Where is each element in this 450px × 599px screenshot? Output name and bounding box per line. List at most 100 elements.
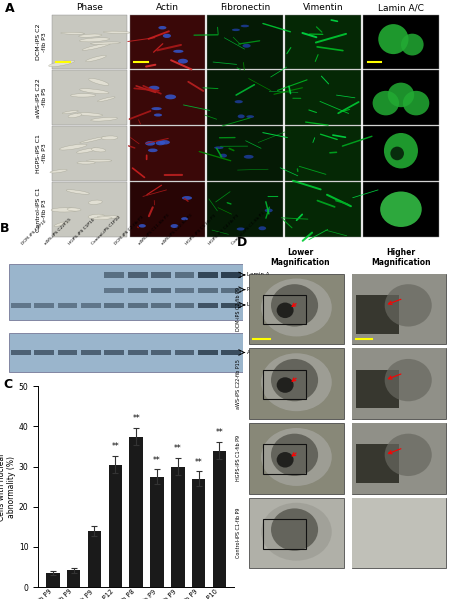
Text: aWS-iPS C22-fib P15: aWS-iPS C22-fib P15 (236, 359, 241, 409)
Ellipse shape (151, 107, 162, 110)
Ellipse shape (261, 503, 332, 561)
Bar (352, 274, 446, 344)
Y-axis label: Cells with nuclear
abnormality (%): Cells with nuclear abnormality (%) (0, 452, 16, 521)
Ellipse shape (88, 200, 102, 204)
Bar (128, 350, 148, 355)
Ellipse shape (271, 434, 318, 476)
Ellipse shape (54, 221, 70, 226)
Text: C: C (3, 379, 12, 391)
Bar (34, 350, 54, 355)
Bar (352, 274, 446, 344)
Bar (58, 350, 77, 355)
Bar (352, 498, 446, 568)
Ellipse shape (103, 31, 131, 34)
Ellipse shape (261, 428, 332, 486)
Ellipse shape (51, 208, 78, 212)
Ellipse shape (80, 38, 110, 42)
Text: DCM-iPS C2-fib P3: DCM-iPS C2-fib P3 (114, 215, 145, 246)
Text: Higher
Magnification: Higher Magnification (371, 248, 431, 267)
Bar (363, 70, 439, 125)
Bar (192, 479, 205, 587)
Text: Control-iPS C1P10: Control-iPS C1P10 (91, 215, 122, 246)
Bar (46, 573, 59, 587)
Text: Vimentin: Vimentin (303, 3, 343, 12)
Ellipse shape (220, 154, 227, 158)
Bar (352, 349, 446, 419)
Bar (221, 288, 241, 292)
Bar (363, 14, 439, 69)
Text: **: ** (216, 428, 223, 437)
Ellipse shape (378, 24, 409, 54)
Ellipse shape (271, 359, 318, 401)
Bar (130, 70, 205, 125)
Bar (221, 350, 241, 355)
Ellipse shape (181, 217, 188, 220)
Bar (352, 423, 446, 494)
Bar (356, 370, 399, 409)
Ellipse shape (237, 228, 245, 231)
Ellipse shape (156, 141, 165, 146)
Ellipse shape (88, 214, 104, 219)
Bar (363, 182, 439, 237)
Ellipse shape (380, 192, 422, 227)
Ellipse shape (238, 114, 245, 118)
Bar (285, 182, 361, 237)
Ellipse shape (101, 136, 118, 140)
Bar (249, 274, 343, 344)
Bar (128, 273, 148, 278)
Text: A: A (4, 2, 14, 16)
Ellipse shape (277, 377, 293, 393)
Ellipse shape (271, 509, 318, 550)
Ellipse shape (385, 434, 432, 476)
Text: Fibronectin: Fibronectin (220, 3, 270, 12)
Ellipse shape (165, 95, 176, 99)
Ellipse shape (232, 29, 240, 31)
Bar (34, 303, 54, 307)
Ellipse shape (68, 113, 82, 117)
Ellipse shape (148, 149, 158, 152)
Text: B: B (0, 222, 9, 235)
Ellipse shape (390, 147, 404, 161)
Ellipse shape (145, 141, 155, 146)
Ellipse shape (93, 217, 112, 220)
Bar (130, 182, 205, 237)
Bar (52, 182, 127, 237)
Ellipse shape (49, 60, 75, 66)
Bar (285, 14, 361, 69)
Ellipse shape (91, 148, 106, 152)
Bar (263, 370, 306, 399)
Bar (171, 467, 184, 587)
Text: Progerin: Progerin (247, 287, 269, 292)
Ellipse shape (234, 100, 243, 103)
Bar (263, 519, 306, 549)
Bar (221, 273, 241, 278)
Text: Lamin A/C: Lamin A/C (378, 3, 424, 12)
Ellipse shape (139, 224, 146, 228)
Text: **: ** (132, 414, 140, 423)
Bar (52, 14, 127, 69)
Text: HGPS-iPS C1-fib P9: HGPS-iPS C1-fib P9 (236, 435, 241, 482)
Text: Control-iPS C1-fib P3: Control-iPS C1-fib P3 (231, 211, 266, 246)
Bar (198, 350, 218, 355)
Text: DCM-iPS C2
-fib P3: DCM-iPS C2 -fib P3 (36, 23, 47, 60)
Bar (198, 273, 218, 278)
Bar (81, 350, 101, 355)
Ellipse shape (261, 353, 332, 411)
Ellipse shape (97, 216, 119, 219)
Bar (104, 303, 124, 307)
Ellipse shape (247, 115, 254, 118)
Bar (58, 303, 77, 307)
Ellipse shape (86, 159, 112, 162)
Text: Lamin A: Lamin A (247, 273, 269, 277)
Bar (151, 288, 171, 292)
Ellipse shape (277, 302, 293, 318)
Bar (130, 14, 205, 69)
Text: Lamin C: Lamin C (247, 302, 269, 307)
Bar (130, 126, 205, 181)
Ellipse shape (261, 279, 332, 337)
Ellipse shape (214, 146, 224, 149)
Ellipse shape (265, 208, 273, 212)
Bar (198, 288, 218, 292)
Bar (263, 444, 306, 474)
Ellipse shape (277, 452, 293, 468)
